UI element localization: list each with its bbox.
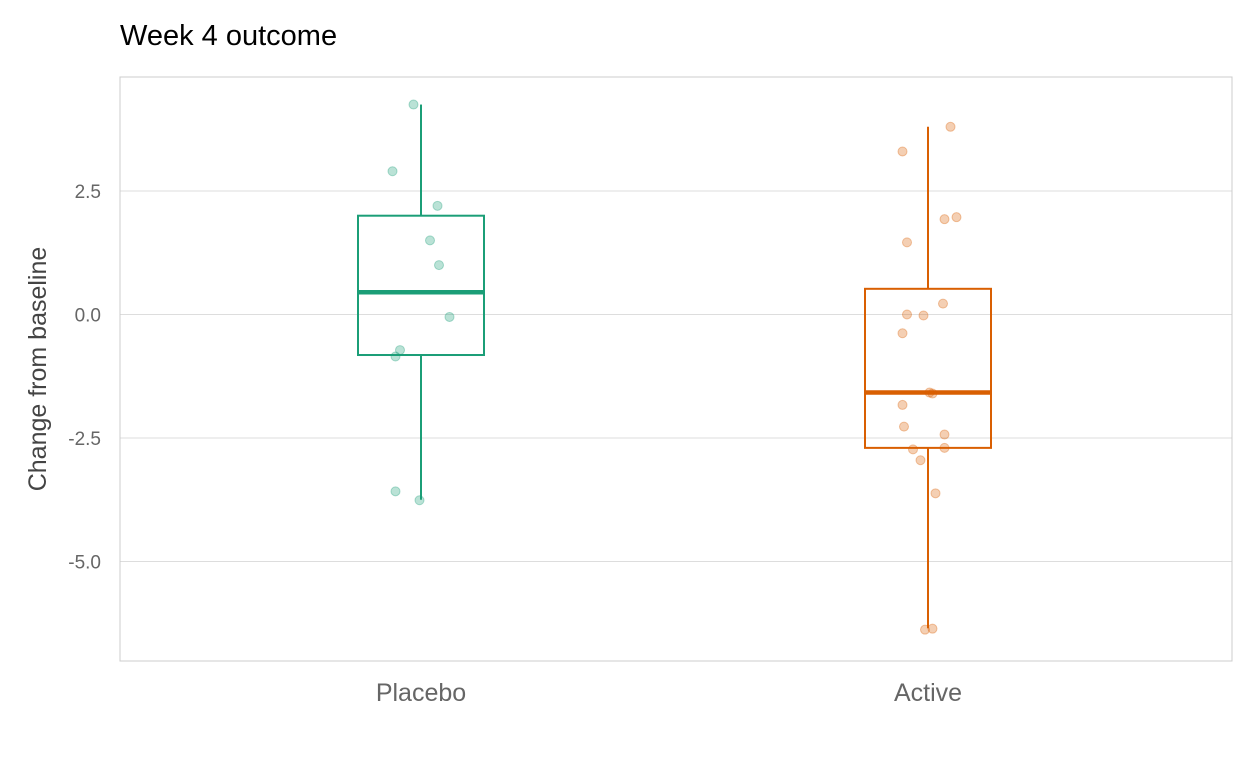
active-data-point xyxy=(897,146,908,157)
active-data-point xyxy=(927,388,938,399)
plot-panel-border xyxy=(119,76,1233,662)
active-data-point xyxy=(918,310,929,321)
active-data-point xyxy=(938,298,948,309)
active-data-point xyxy=(939,214,950,225)
placebo-data-point xyxy=(390,486,401,497)
active-data-point xyxy=(908,444,918,455)
active-data-point xyxy=(899,421,909,432)
placebo-data-point xyxy=(387,166,398,177)
jitter-points xyxy=(387,99,962,635)
placebo-box xyxy=(357,214,485,357)
placebo-data-point xyxy=(390,351,401,362)
active-data-point xyxy=(924,387,935,398)
active-data-point xyxy=(902,237,912,248)
active-data-point xyxy=(927,623,938,634)
x-category-label: Active xyxy=(894,679,962,707)
y-tick-label: 2.5 xyxy=(75,182,101,203)
placebo-data-point xyxy=(395,345,405,356)
x-category-label: Placebo xyxy=(376,679,466,707)
active-box xyxy=(864,287,992,449)
active-data-point xyxy=(897,328,908,339)
y-tick-labels: 2.5 0.0 -2.5 -5.0 xyxy=(68,182,101,574)
active-data-point xyxy=(939,442,950,453)
active-data-point xyxy=(951,212,962,223)
active-data-point xyxy=(897,399,908,410)
active-data-point xyxy=(902,309,912,320)
active-data-point xyxy=(939,429,950,440)
active-data-point xyxy=(920,624,930,635)
placebo-data-point xyxy=(432,200,443,211)
y-tick-label: -2.5 xyxy=(68,429,101,450)
y-tick-label: -5.0 xyxy=(68,553,101,574)
y-tick-label: 0.0 xyxy=(75,306,101,327)
active-data-point xyxy=(945,121,956,132)
active-data-point xyxy=(930,488,941,499)
chart-title: Week 4 outcome xyxy=(120,20,338,52)
placebo-data-point xyxy=(434,260,444,271)
boxplots xyxy=(357,104,992,629)
placebo-data-point xyxy=(414,495,425,506)
x-category-labels: Placebo Active xyxy=(376,679,962,707)
placebo-data-point xyxy=(425,235,435,246)
placebo-data-point xyxy=(444,311,455,322)
active-data-point xyxy=(915,455,926,466)
grid-lines xyxy=(120,190,1232,562)
placebo-data-point xyxy=(408,99,419,110)
y-axis-title: Change from baseline xyxy=(24,247,52,492)
